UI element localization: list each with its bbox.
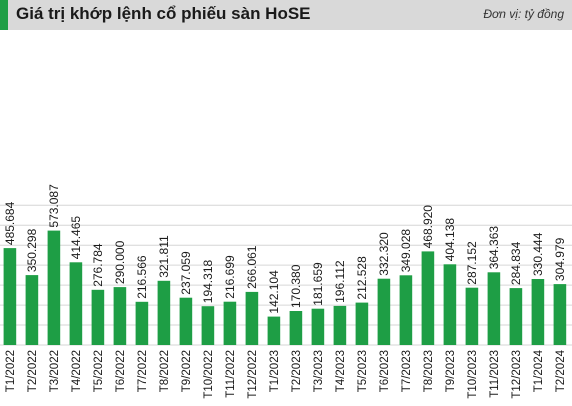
bar-T8/2022 — [157, 280, 171, 345]
value-label: 485.684 — [3, 201, 17, 245]
value-label: 216.566 — [135, 255, 149, 299]
bar-T6/2023 — [377, 278, 391, 345]
category-label: T8/2022 — [159, 350, 171, 392]
category-label: T1/2024 — [533, 349, 545, 392]
value-label: 216.699 — [223, 255, 237, 299]
bar-T11/2023 — [487, 272, 501, 345]
value-label: 170.380 — [289, 264, 303, 308]
value-label: 266.061 — [245, 245, 259, 289]
bar-T2/2023 — [289, 311, 303, 345]
value-label: 196.112 — [333, 260, 347, 303]
category-label: T11/2023 — [489, 350, 501, 398]
category-label: T5/2022 — [93, 350, 105, 392]
category-label: T4/2022 — [71, 350, 83, 392]
bar-T11/2022 — [223, 301, 237, 345]
bar-T9/2023 — [443, 264, 457, 345]
bar-T1/2022 — [3, 248, 17, 345]
category-label: T1/2023 — [269, 350, 281, 392]
value-label: 290.000 — [113, 240, 127, 284]
value-label: 468.920 — [421, 205, 435, 249]
value-label: 330.444 — [531, 232, 545, 276]
title-bar — [0, 0, 572, 30]
category-label: T7/2022 — [137, 350, 149, 392]
bar-T10/2023 — [465, 287, 479, 345]
bar-T5/2023 — [355, 302, 369, 345]
value-label: 287.152 — [465, 241, 479, 285]
bar-T2/2022 — [25, 275, 39, 345]
category-label: T3/2023 — [313, 350, 325, 392]
value-label: 276.784 — [91, 243, 105, 287]
bar-T1/2024 — [531, 279, 545, 345]
category-label: T6/2023 — [379, 350, 391, 392]
value-label: 573.087 — [47, 184, 61, 228]
value-label: 181.659 — [311, 262, 325, 306]
value-label: 349.028 — [399, 229, 413, 273]
value-label: 364.363 — [487, 226, 501, 270]
category-label: T3/2022 — [49, 350, 61, 392]
bar-T7/2023 — [399, 275, 413, 345]
category-label: T8/2023 — [423, 350, 435, 392]
category-label: T7/2023 — [401, 350, 413, 392]
value-label: 350.298 — [25, 228, 39, 272]
bar-T6/2022 — [113, 287, 127, 345]
bar-T5/2022 — [91, 289, 105, 345]
value-label: 321.811 — [157, 235, 171, 278]
value-label: 212.528 — [355, 256, 369, 300]
value-label: 414.465 — [69, 216, 83, 260]
bar-T4/2022 — [69, 262, 83, 345]
value-label: 404.138 — [443, 218, 457, 262]
value-label: 332.320 — [377, 232, 391, 276]
bar-T2/2024 — [553, 284, 567, 345]
bar-T3/2023 — [311, 308, 325, 345]
category-label: T10/2022 — [203, 350, 215, 399]
bar-T9/2022 — [179, 297, 193, 345]
category-label: T2/2022 — [27, 350, 39, 392]
category-label: T9/2023 — [445, 350, 457, 392]
category-label: T2/2024 — [555, 349, 567, 392]
category-label: T4/2023 — [335, 350, 347, 392]
value-label: 304.979 — [553, 237, 567, 281]
chart-title: Giá trị khớp lệnh cổ phiếu sàn HoSE — [16, 4, 311, 23]
category-label: T9/2022 — [181, 350, 193, 392]
category-label: T11/2022 — [225, 350, 237, 398]
bar-T7/2022 — [135, 301, 149, 345]
category-label: T6/2022 — [115, 350, 127, 392]
bar-T12/2023 — [509, 288, 523, 345]
category-label: T2/2023 — [291, 350, 303, 392]
bar-T3/2022 — [47, 230, 61, 345]
value-label: 194.318 — [201, 259, 215, 303]
category-label: T12/2022 — [247, 350, 259, 399]
bar-T8/2023 — [421, 251, 435, 345]
value-label: 237.059 — [179, 251, 193, 295]
bar-T10/2022 — [201, 306, 215, 345]
category-label: T1/2022 — [5, 350, 17, 392]
value-label: 284.834 — [509, 241, 523, 285]
category-label: T12/2023 — [511, 350, 523, 399]
category-label: T10/2023 — [467, 350, 479, 399]
unit-label: Đơn vị: tỷ đồng — [483, 7, 564, 21]
category-label: T5/2023 — [357, 350, 369, 392]
bar-T1/2023 — [267, 316, 281, 345]
bar-T12/2022 — [245, 291, 259, 345]
bar-T4/2023 — [333, 305, 347, 345]
value-label: 142.104 — [267, 270, 281, 314]
title-accent-bar — [0, 0, 8, 30]
